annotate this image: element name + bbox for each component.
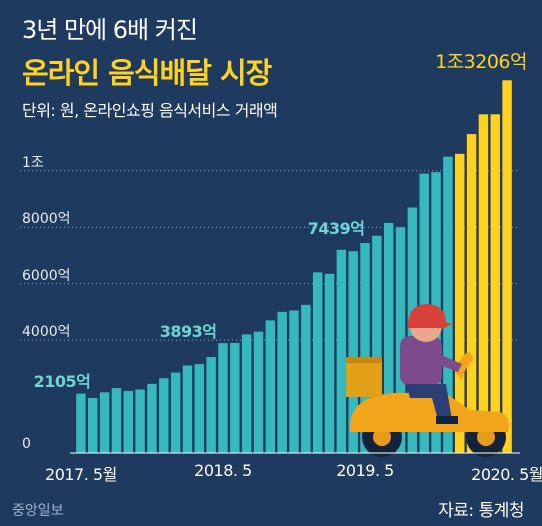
bar-2018.3	[194, 364, 205, 453]
bar-2017.7	[99, 392, 110, 453]
bar-2018.6	[230, 342, 240, 453]
y-tick-label: 1조	[22, 154, 44, 171]
data-label-2019.5: 7439억	[307, 219, 365, 239]
bar-2018.4	[206, 357, 216, 453]
y-tick-label: 4000억	[22, 324, 71, 341]
x-tick-label: 2019. 5	[336, 461, 394, 480]
scooter-illustration-part	[426, 350, 462, 372]
scooter-illustration-part	[373, 428, 391, 446]
y-tick-label: 8000억	[22, 211, 71, 228]
bar-2019.1	[312, 272, 323, 453]
chart-title: 온라인 음식배달 시장	[22, 56, 272, 90]
scooter-illustration-part	[346, 357, 382, 363]
data-label-2017.5: 2105억	[33, 371, 91, 391]
bar-2019.3	[336, 249, 347, 453]
bar-2018.9	[265, 320, 276, 453]
scooter-illustration-part	[406, 384, 452, 420]
bar-2018.5	[218, 343, 228, 453]
bar-2020.4	[490, 114, 500, 453]
bar-2020.3	[478, 114, 489, 453]
scooter-illustration-part	[400, 336, 442, 386]
bar-2017.9	[123, 390, 134, 453]
bar-2019.7	[383, 222, 394, 453]
bar-2017.6	[88, 397, 98, 453]
bar-2018.10	[277, 311, 287, 453]
scooter-illustration-part	[408, 304, 452, 328]
y-tick-label: 0	[22, 436, 31, 452]
bar-2019.2	[324, 273, 335, 453]
publisher-logo: 중앙일보	[12, 503, 64, 519]
x-tick-label: 2018. 5	[194, 461, 252, 480]
data-label-2020.5: 1조3206억	[435, 51, 527, 74]
source-note: 자료: 통계청	[438, 501, 524, 521]
bar-2018.7	[241, 334, 252, 453]
bar-2017.5	[76, 393, 86, 453]
bar-2018.2	[182, 365, 193, 453]
unit-note: 단위: 원, 온라인쇼핑 음식서비스 거래액	[22, 101, 278, 120]
scooter-illustration-part	[455, 352, 474, 380]
data-label-2018.5: 3893억	[159, 322, 217, 342]
delivery-scooter-icon	[346, 304, 509, 457]
x-tick-label: 2020. 5월	[471, 465, 542, 484]
scooter-illustration-part	[477, 428, 495, 446]
bar-2017.11	[147, 383, 157, 453]
y-tick-label: 6000억	[22, 267, 71, 284]
scooter-illustration-part	[436, 416, 458, 424]
bar-2018.8	[253, 331, 264, 453]
x-tick-label: 2017. 5월	[45, 465, 117, 484]
bar-2019.5	[360, 243, 370, 453]
bar-2018.1	[170, 372, 181, 453]
scooter-illustration-part	[350, 393, 509, 432]
bar-2019.4	[348, 251, 358, 453]
scooter-illustration-part	[346, 357, 382, 397]
bar-2020.5	[502, 80, 512, 454]
bar-2019.6	[372, 235, 382, 453]
bar-2019.8	[395, 227, 406, 453]
bar-2017.8	[111, 388, 122, 453]
bar-2018.11	[289, 310, 299, 453]
bar-2017.10	[135, 389, 145, 453]
bar-2020.2	[466, 134, 477, 453]
bar-2019.12	[443, 156, 453, 454]
chart-subtitle: 3년 만에 6배 커진	[22, 16, 198, 44]
bar-2017.12	[159, 378, 169, 453]
bar-2020.1	[454, 153, 465, 453]
bar-2018.12	[301, 304, 311, 453]
